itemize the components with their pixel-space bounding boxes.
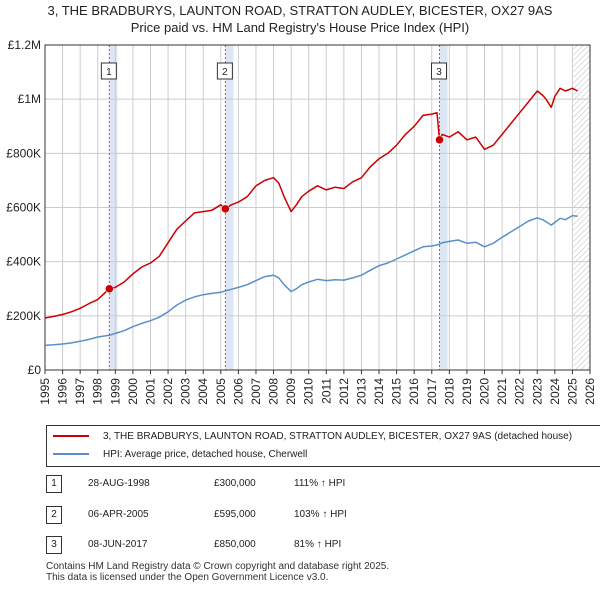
x-tick-label: 2005 — [214, 378, 228, 405]
legend-entry-property: 3, THE BRADBURYS, LAUNTON ROAD, STRATTON… — [53, 429, 572, 445]
x-tick-label: 1997 — [73, 378, 87, 405]
x-tick-label: 2020 — [478, 378, 492, 405]
x-tick-label: 2011 — [319, 378, 333, 404]
x-tick-label: 1999 — [108, 378, 122, 405]
sale-point-1 — [105, 284, 114, 293]
x-tick-label: 2026 — [583, 378, 597, 405]
x-tick-label: 2006 — [231, 378, 245, 405]
chart-subtitle: Price paid vs. HM Land Registry's House … — [130, 20, 470, 35]
x-tick-label: 1996 — [56, 378, 70, 405]
sale-price: £595,000 — [214, 509, 256, 520]
legend-label-hpi: HPI: Average price, detached house, Cher… — [103, 449, 308, 460]
sale-price: £300,000 — [214, 478, 256, 489]
sale-price: £850,000 — [214, 539, 256, 550]
x-tick-label: 2025 — [565, 378, 579, 405]
sale-marker-badge: 3 — [46, 536, 62, 554]
y-tick-label: £200K — [6, 309, 41, 323]
y-tick-label: £1M — [18, 92, 41, 106]
legend-swatch-property — [53, 435, 89, 438]
sale-label-box-2 — [216, 62, 233, 80]
x-tick-label: 2003 — [179, 378, 193, 405]
footer-line-2: This data is licensed under the Open Gov… — [46, 572, 329, 583]
chart-title: 3, THE BRADBURYS, LAUNTON ROAD, STRATTON… — [47, 3, 553, 18]
x-tick-label: 2009 — [284, 378, 298, 405]
sale-date: 28-AUG-1998 — [88, 478, 150, 489]
x-tick-label: 2010 — [302, 378, 316, 405]
x-tick-label: 2023 — [530, 378, 544, 405]
y-tick-label: £400K — [6, 255, 41, 269]
sale-point-2 — [221, 204, 230, 214]
series-line-property — [44, 87, 579, 319]
x-tick-label: 2012 — [337, 378, 351, 405]
legend-swatch-hpi — [53, 453, 89, 456]
y-tick-label: £600K — [6, 201, 41, 215]
sale-date: 06-APR-2005 — [88, 509, 149, 520]
sale-label-box-1 — [100, 62, 117, 80]
sale-hpi-change: 111% ↑ HPI — [294, 478, 346, 489]
sale-label-1: 1 — [106, 67, 112, 78]
y-tick-label: £1.2M — [8, 38, 41, 52]
sale-label-box-3 — [431, 62, 448, 80]
x-tick-label: 2016 — [407, 378, 421, 405]
footer-attribution: Contains HM Land Registry data © Crown c… — [46, 561, 389, 583]
x-tick-label: 2019 — [460, 378, 474, 405]
footer-line-1: Contains HM Land Registry data © Crown c… — [46, 561, 390, 572]
sale-marker-badge: 1 — [46, 475, 62, 493]
x-tick-label: 2018 — [442, 378, 456, 405]
legend-label-property: 3, THE BRADBURYS, LAUNTON ROAD, STRATTON… — [103, 431, 573, 442]
x-tick-label: 2001 — [143, 378, 157, 405]
sale-date: 08-JUN-2017 — [88, 539, 148, 550]
x-tick-label: 2007 — [249, 378, 263, 405]
x-tick-label: 2017 — [425, 378, 439, 405]
x-tick-label: 1998 — [91, 378, 105, 405]
x-tick-label: 2024 — [548, 378, 562, 405]
y-tick-label: £800K — [6, 146, 41, 160]
x-tick-label: 2013 — [354, 378, 368, 405]
x-tick-label: 2004 — [196, 378, 210, 405]
x-tick-label: 2015 — [390, 378, 404, 405]
sale-label-2: 2 — [222, 67, 228, 78]
sale-label-3: 3 — [436, 67, 442, 78]
x-tick-label: 1995 — [38, 378, 52, 405]
series-line-hpi — [44, 214, 578, 347]
sale-hpi-change: 81% ↑ HPI — [294, 539, 342, 550]
sale-marker-badge: 2 — [46, 506, 62, 524]
legend-entry-hpi: HPI: Average price, detached house, Cher… — [53, 447, 307, 463]
x-tick-label: 2002 — [161, 378, 175, 405]
plot-border — [44, 44, 591, 371]
x-tick-label: 2021 — [495, 378, 509, 405]
x-tick-label: 2014 — [372, 378, 386, 405]
x-tick-label: 2008 — [267, 378, 281, 405]
x-tick-label: 2022 — [513, 378, 527, 405]
sale-hpi-change: 103% ↑ HPI — [294, 509, 347, 520]
x-tick-label: 2000 — [126, 378, 140, 405]
y-tick-label: £0 — [28, 363, 42, 377]
sale-point-3 — [435, 135, 444, 145]
chart-title-block: 3, THE BRADBURYS, LAUNTON ROAD, STRATTON… — [0, 2, 600, 36]
chart-legend: 3, THE BRADBURYS, LAUNTON ROAD, STRATTON… — [46, 425, 600, 467]
